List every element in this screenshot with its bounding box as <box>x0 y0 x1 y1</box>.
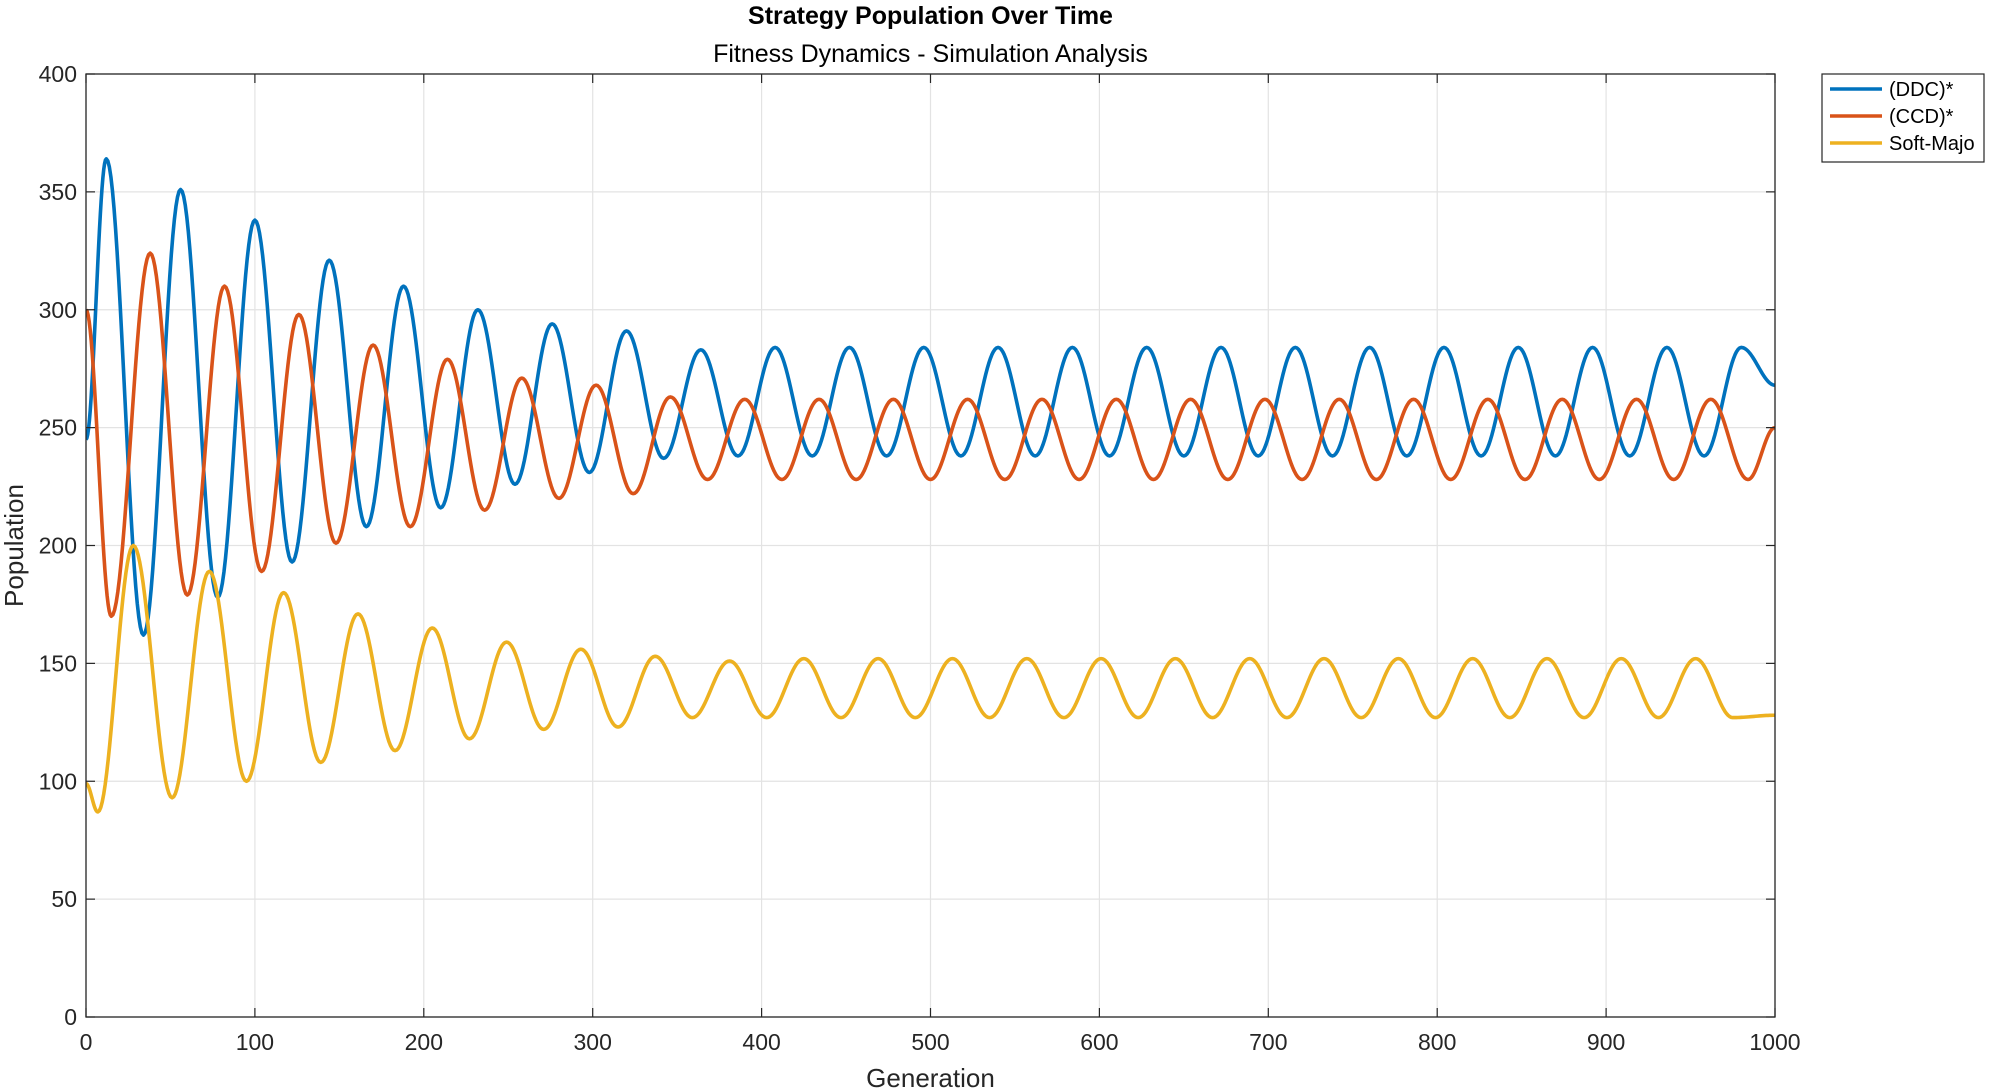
legend: (DDC)* (CCD)* Soft-Majo <box>1821 73 1985 163</box>
x-tick-label: 700 <box>1249 1029 1287 1055</box>
x-tick-label: 300 <box>574 1029 612 1055</box>
x-tick-label: 1000 <box>1749 1029 1800 1055</box>
legend-entry: (DDC)* <box>1889 79 1954 101</box>
x-tick-label: 500 <box>911 1029 949 1055</box>
y-tick-label: 50 <box>51 886 77 912</box>
legend-entry: Soft-Majo <box>1889 133 1975 155</box>
y-tick-label: 250 <box>39 415 77 441</box>
chart-subtitle: Fitness Dynamics - Simulation Analysis <box>713 40 1148 68</box>
series-line-2 <box>86 543 1775 814</box>
x-tick-label: 800 <box>1418 1029 1456 1055</box>
axis-ticks: 0 100 200 300 400 500 600 700 800 900 1000 0 50 100 15… <box>39 61 1801 1055</box>
x-tick-label: 200 <box>405 1029 443 1055</box>
x-tick-label: 600 <box>1080 1029 1118 1055</box>
x-tick-label: 900 <box>1587 1029 1625 1055</box>
y-tick-label: 150 <box>39 650 77 676</box>
y-tick-label: 100 <box>39 768 77 794</box>
y-tick-label: 400 <box>39 61 77 87</box>
series-line-1 <box>86 251 1775 619</box>
legend-entry: (CCD)* <box>1889 106 1954 128</box>
x-axis-label: Generation <box>866 1063 995 1091</box>
y-tick-label: 0 <box>64 1004 77 1030</box>
y-tick-label: 350 <box>39 179 77 205</box>
series-lines <box>86 157 1775 814</box>
y-tick-label: 200 <box>39 533 77 559</box>
y-axis-label: Population <box>0 484 29 607</box>
y-tick-label: 300 <box>39 297 77 323</box>
x-tick-label: 400 <box>742 1029 780 1055</box>
chart-title: Strategy Population Over Time <box>748 2 1113 30</box>
x-tick-label: 100 <box>236 1029 274 1055</box>
x-tick-label: 0 <box>80 1029 93 1055</box>
grid-lines <box>85 73 1776 1018</box>
